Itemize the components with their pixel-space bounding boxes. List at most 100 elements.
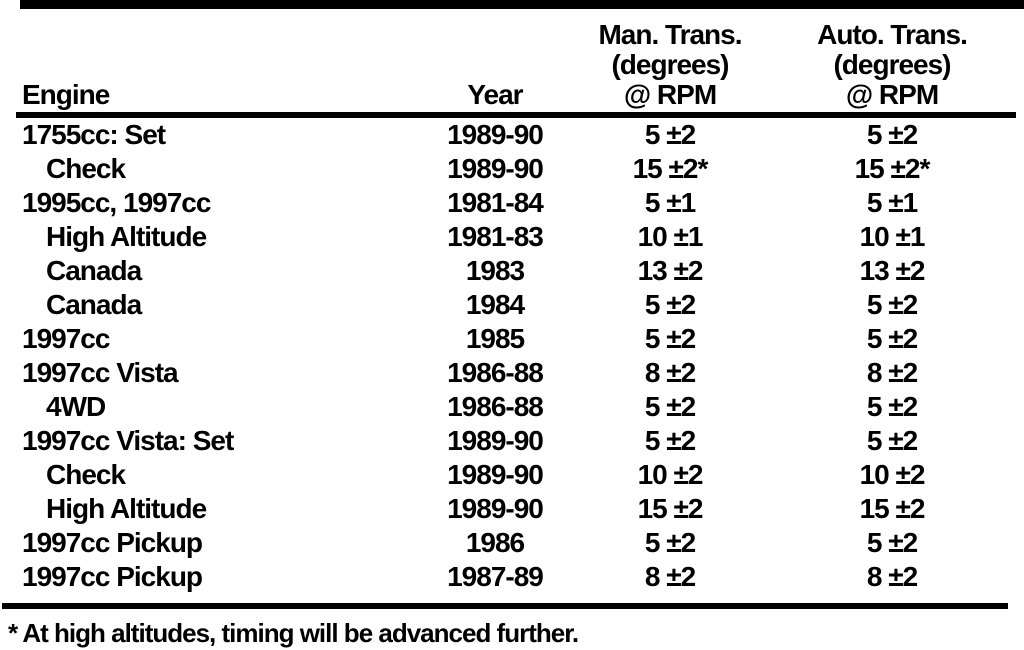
auto-trans-cell: 15 ±2* xyxy=(854,153,931,184)
engine-label: Canada xyxy=(46,289,142,320)
table-row: Canada 1984 5 ±2 5 ±2 xyxy=(0,288,1024,322)
engine-cell: 1997cc Pickup xyxy=(0,560,410,594)
auto-trans-cell: 5 ±2 xyxy=(866,119,918,150)
col-header-man-trans-line1: Man. Trans. xyxy=(598,19,742,50)
top-rule xyxy=(20,0,1024,9)
engine-cell: 1995cc, 1997cc xyxy=(0,186,410,220)
engine-cell: 1997cc Pickup xyxy=(0,526,410,560)
auto-trans-cell: 8 ±2 xyxy=(866,561,918,592)
engine-cell: 1997cc xyxy=(0,322,410,356)
year-cell: 1989-90 xyxy=(447,119,544,150)
engine-cell: Check xyxy=(0,152,410,186)
engine-label: 4WD xyxy=(46,391,106,422)
year-cell: 1989-90 xyxy=(447,153,544,184)
table-row: 1997cc Vista: Set 1989-90 5 ±2 5 ±2 xyxy=(0,424,1024,458)
table-row: 1995cc, 1997cc 1981-84 5 ±1 5 ±1 xyxy=(0,186,1024,220)
auto-trans-cell: 13 ±2 xyxy=(859,255,926,286)
auto-trans-cell: 5 ±2 xyxy=(866,527,918,558)
auto-trans-cell: 5 ±2 xyxy=(866,425,918,456)
man-trans-cell: 5 ±2 xyxy=(644,323,696,354)
year-cell: 1986 xyxy=(465,527,525,558)
auto-trans-cell: 5 ±1 xyxy=(866,187,918,218)
man-trans-cell: 5 ±2 xyxy=(644,119,696,150)
table-row: 1997cc Vista 1986-88 8 ±2 8 ±2 xyxy=(0,356,1024,390)
man-trans-cell: 5 ±2 xyxy=(644,425,696,456)
col-header-auto-trans-line1: Auto. Trans. xyxy=(817,19,968,50)
engine-label: High Altitude xyxy=(46,221,207,252)
engine-label: Check xyxy=(46,459,126,490)
auto-trans-cell: 8 ±2 xyxy=(866,357,918,388)
col-header-man-trans-line3: @ RPM xyxy=(623,79,717,110)
engine-label: 1995cc, 1997cc xyxy=(22,187,211,218)
engine-cell: Check xyxy=(0,458,410,492)
year-cell: 1987-89 xyxy=(447,561,544,592)
man-trans-cell: 5 ±1 xyxy=(644,187,696,218)
engine-cell: High Altitude xyxy=(0,220,410,254)
table-row: High Altitude 1981-83 10 ±1 10 ±1 xyxy=(0,220,1024,254)
auto-trans-cell: 15 ±2 xyxy=(859,493,926,524)
year-cell: 1989-90 xyxy=(447,425,544,456)
col-header-engine: Engine xyxy=(22,79,110,110)
table-header: Engine Year Man. Trans. (degrees) @ RPM … xyxy=(0,9,1024,112)
engine-cell: 1755cc: Set xyxy=(0,118,410,152)
auto-trans-cell: 5 ±2 xyxy=(866,289,918,320)
engine-label: 1997cc Pickup xyxy=(22,527,203,558)
col-header-auto-trans-line2: (degrees) xyxy=(833,49,951,80)
auto-trans-cell: 5 ±2 xyxy=(866,391,918,422)
year-cell: 1986-88 xyxy=(447,357,544,388)
year-cell: 1985 xyxy=(465,323,525,354)
col-header-man-trans: Man. Trans. (degrees) @ RPM xyxy=(580,20,760,110)
table-row: High Altitude 1989-90 15 ±2 15 ±2 xyxy=(0,492,1024,526)
year-cell: 1989-90 xyxy=(447,459,544,490)
man-trans-cell: 15 ±2* xyxy=(632,153,709,184)
year-cell: 1981-84 xyxy=(447,187,544,218)
year-cell: 1989-90 xyxy=(447,493,544,524)
engine-cell: Canada xyxy=(0,288,410,322)
engine-cell: 4WD xyxy=(0,390,410,424)
man-trans-cell: 5 ±2 xyxy=(644,289,696,320)
table-row: 1755cc: Set 1989-90 5 ±2 5 ±2 xyxy=(0,118,1024,152)
table-body: 1755cc: Set 1989-90 5 ±2 5 ±2 Check 1989… xyxy=(0,118,1024,594)
table-row: Check 1989-90 15 ±2* 15 ±2* xyxy=(0,152,1024,186)
table-row: 1997cc 1985 5 ±2 5 ±2 xyxy=(0,322,1024,356)
table-row: 1997cc Pickup 1986 5 ±2 5 ±2 xyxy=(0,526,1024,560)
bottom-rule xyxy=(2,603,1008,609)
engine-label: 1997cc Pickup xyxy=(22,561,203,592)
engine-label: High Altitude xyxy=(46,493,207,524)
footnote: * At high altitudes, timing will be adva… xyxy=(8,618,579,648)
year-cell: 1984 xyxy=(465,289,525,320)
engine-label: 1755cc: Set xyxy=(22,119,166,150)
year-cell: 1981-83 xyxy=(447,221,544,252)
man-trans-cell: 5 ±2 xyxy=(644,391,696,422)
engine-label: 1997cc Vista xyxy=(22,357,179,388)
table-row: 1997cc Pickup 1987-89 8 ±2 8 ±2 xyxy=(0,560,1024,594)
engine-cell: High Altitude xyxy=(0,492,410,526)
table-row: Check 1989-90 10 ±2 10 ±2 xyxy=(0,458,1024,492)
auto-trans-cell: 5 ±2 xyxy=(866,323,918,354)
man-trans-cell: 10 ±1 xyxy=(637,221,704,252)
header-rule xyxy=(16,112,1016,118)
auto-trans-cell: 10 ±1 xyxy=(859,221,926,252)
engine-cell: 1997cc Vista: Set xyxy=(0,424,410,458)
man-trans-cell: 8 ±2 xyxy=(644,357,696,388)
year-cell: 1983 xyxy=(465,255,525,286)
man-trans-cell: 13 ±2 xyxy=(637,255,704,286)
year-cell: 1986-88 xyxy=(447,391,544,422)
engine-label: 1997cc Vista: Set xyxy=(22,425,234,456)
col-header-year: Year xyxy=(467,79,523,110)
engine-label: Check xyxy=(46,153,126,184)
engine-cell: Canada xyxy=(0,254,410,288)
table-row: 4WD 1986-88 5 ±2 5 ±2 xyxy=(0,390,1024,424)
man-trans-cell: 10 ±2 xyxy=(637,459,704,490)
engine-cell: 1997cc Vista xyxy=(0,356,410,390)
auto-trans-cell: 10 ±2 xyxy=(859,459,926,490)
col-header-auto-trans-line3: @ RPM xyxy=(845,79,939,110)
col-header-auto-trans: Auto. Trans. (degrees) @ RPM xyxy=(760,20,1024,110)
table-row: Canada 1983 13 ±2 13 ±2 xyxy=(0,254,1024,288)
man-trans-cell: 8 ±2 xyxy=(644,561,696,592)
engine-label: 1997cc xyxy=(22,323,110,354)
man-trans-cell: 5 ±2 xyxy=(644,527,696,558)
col-header-man-trans-line2: (degrees) xyxy=(611,49,729,80)
man-trans-cell: 15 ±2 xyxy=(637,493,704,524)
